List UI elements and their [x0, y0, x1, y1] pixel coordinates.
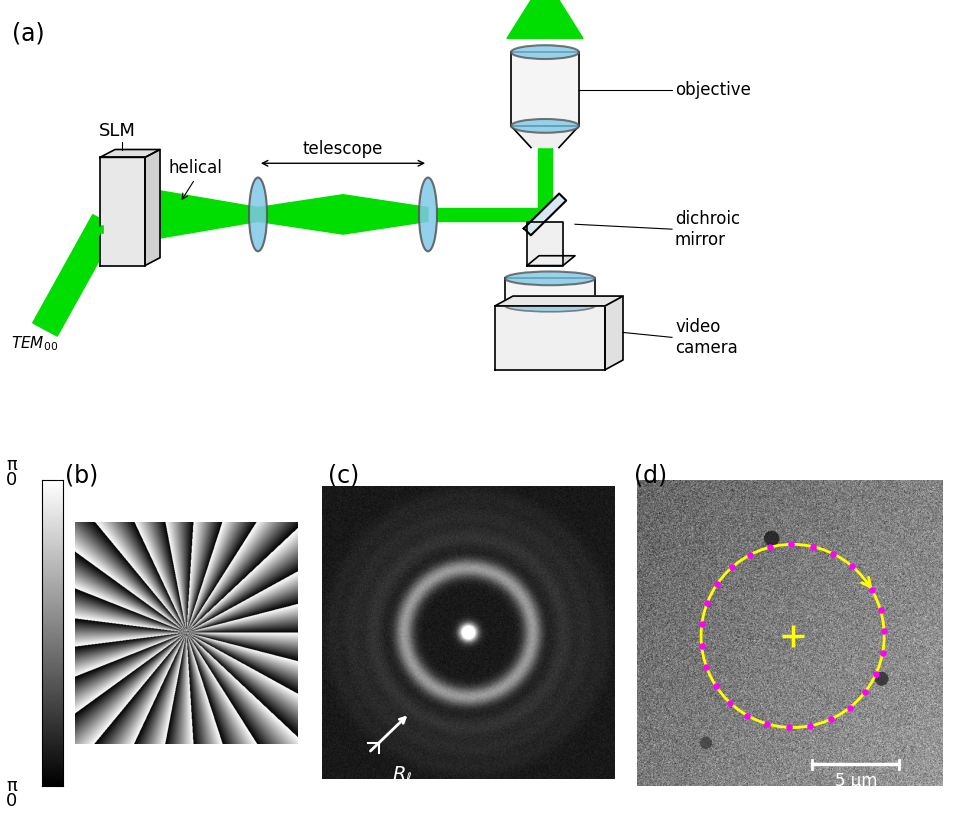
Point — [857, 686, 873, 699]
Text: (d): (d) — [634, 464, 667, 488]
Polygon shape — [505, 278, 595, 306]
Polygon shape — [511, 126, 579, 147]
Point — [700, 597, 715, 610]
Point — [864, 584, 879, 597]
Point — [844, 559, 859, 572]
Text: objective: objective — [675, 81, 751, 98]
Polygon shape — [100, 157, 145, 265]
Point — [803, 720, 818, 733]
Text: helical: helical — [168, 159, 222, 177]
Polygon shape — [258, 195, 428, 234]
Point — [875, 646, 890, 659]
Point — [742, 549, 757, 562]
Polygon shape — [538, 147, 552, 207]
Point — [699, 660, 714, 673]
Polygon shape — [495, 296, 623, 306]
Point — [759, 717, 775, 730]
Ellipse shape — [511, 46, 579, 59]
Ellipse shape — [249, 177, 267, 252]
Text: SLM: SLM — [99, 121, 135, 140]
Text: 0: 0 — [6, 791, 17, 810]
Polygon shape — [495, 306, 605, 370]
Polygon shape — [33, 215, 117, 336]
Ellipse shape — [505, 272, 595, 285]
Text: (a): (a) — [12, 22, 44, 46]
Polygon shape — [160, 190, 258, 238]
Point — [873, 603, 888, 616]
Point — [709, 577, 725, 590]
Text: π: π — [6, 456, 17, 474]
Polygon shape — [527, 222, 563, 265]
Polygon shape — [145, 150, 160, 265]
Text: (c): (c) — [328, 464, 359, 488]
Point — [869, 667, 884, 681]
Point — [694, 639, 709, 652]
Point — [781, 721, 797, 734]
Point — [740, 709, 756, 722]
Point — [824, 712, 839, 725]
Ellipse shape — [511, 119, 579, 133]
Text: 5 μm: 5 μm — [835, 772, 877, 790]
Polygon shape — [511, 52, 579, 126]
Point — [805, 540, 821, 554]
Point — [722, 696, 737, 709]
Point — [876, 625, 892, 638]
Point — [724, 561, 739, 574]
Text: 0: 0 — [6, 471, 17, 489]
Text: telescope: telescope — [302, 140, 383, 159]
Polygon shape — [524, 194, 566, 235]
Point — [842, 701, 857, 714]
Point — [783, 538, 799, 551]
Ellipse shape — [505, 300, 595, 312]
Polygon shape — [437, 208, 545, 221]
Ellipse shape — [419, 177, 437, 252]
Point — [762, 540, 778, 554]
Polygon shape — [527, 256, 575, 265]
Point — [708, 680, 724, 693]
Text: $R_\ell$: $R_\ell$ — [392, 764, 412, 786]
Text: (b): (b) — [65, 464, 98, 488]
Polygon shape — [100, 150, 160, 157]
Text: dichroic
mirror: dichroic mirror — [675, 210, 740, 248]
Polygon shape — [605, 296, 623, 370]
Point — [694, 617, 709, 630]
Polygon shape — [507, 0, 583, 38]
Text: TEM$_{00}$: TEM$_{00}$ — [12, 335, 59, 353]
Text: π: π — [6, 777, 17, 794]
Text: video
camera: video camera — [675, 318, 737, 357]
Point — [826, 547, 841, 560]
